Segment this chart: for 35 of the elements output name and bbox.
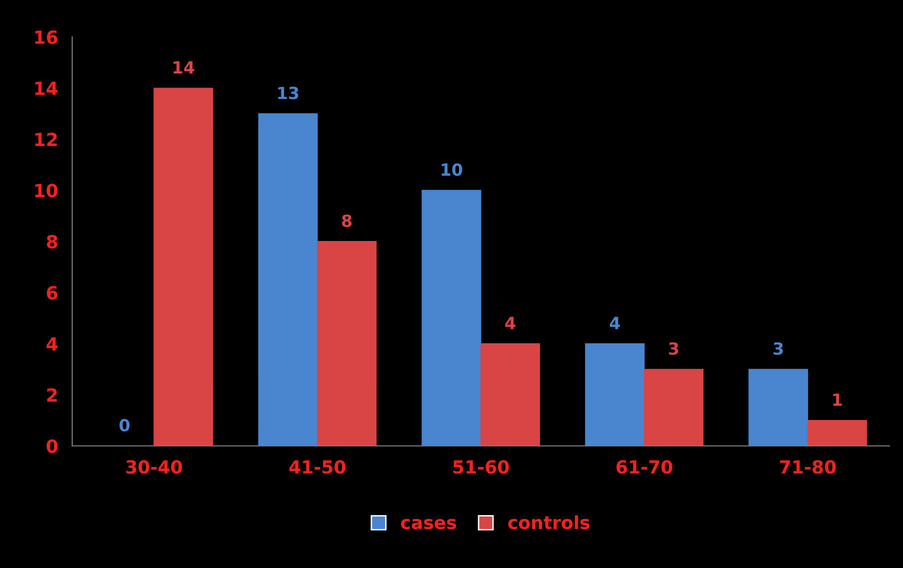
bar (480, 343, 540, 446)
y-tick-label: 14 (35, 82, 58, 95)
bar (585, 343, 645, 446)
bar (748, 368, 808, 446)
bar (317, 241, 377, 446)
x-tick-label: 30-40 (126, 460, 182, 474)
x-tick-label: 71-80 (780, 460, 836, 474)
y-tick-label: 6 (46, 286, 58, 300)
y-tick-label: 12 (35, 132, 57, 146)
bar (807, 420, 867, 446)
x-tick-label: 41-50 (289, 460, 346, 474)
bar (258, 113, 318, 446)
data-label: 1 (833, 394, 842, 406)
data-label: 13 (278, 86, 298, 100)
data-label: 0 (120, 418, 130, 432)
y-tick-label: 0 (46, 439, 58, 453)
legend-label: cases (401, 518, 456, 530)
data-label: 4 (505, 316, 516, 330)
x-tick-label: 51-60 (453, 460, 509, 474)
x-tick-label: 61-70 (616, 460, 672, 474)
legend-label: controls (508, 515, 590, 530)
y-tick-label: 16 (35, 30, 58, 44)
bar (422, 190, 482, 446)
y-tick-label: 10 (35, 184, 58, 198)
y-tick-label: 2 (47, 388, 57, 402)
data-label: 8 (342, 214, 352, 228)
data-label: 3 (774, 342, 783, 355)
data-label: 14 (174, 61, 194, 74)
y-tick-label: 4 (46, 337, 58, 350)
data-label: 4 (610, 316, 620, 330)
bar (644, 368, 704, 446)
data-label: 10 (442, 163, 462, 176)
bar (154, 88, 214, 446)
data-label: 3 (669, 342, 678, 355)
y-tick-label: 8 (46, 234, 58, 249)
